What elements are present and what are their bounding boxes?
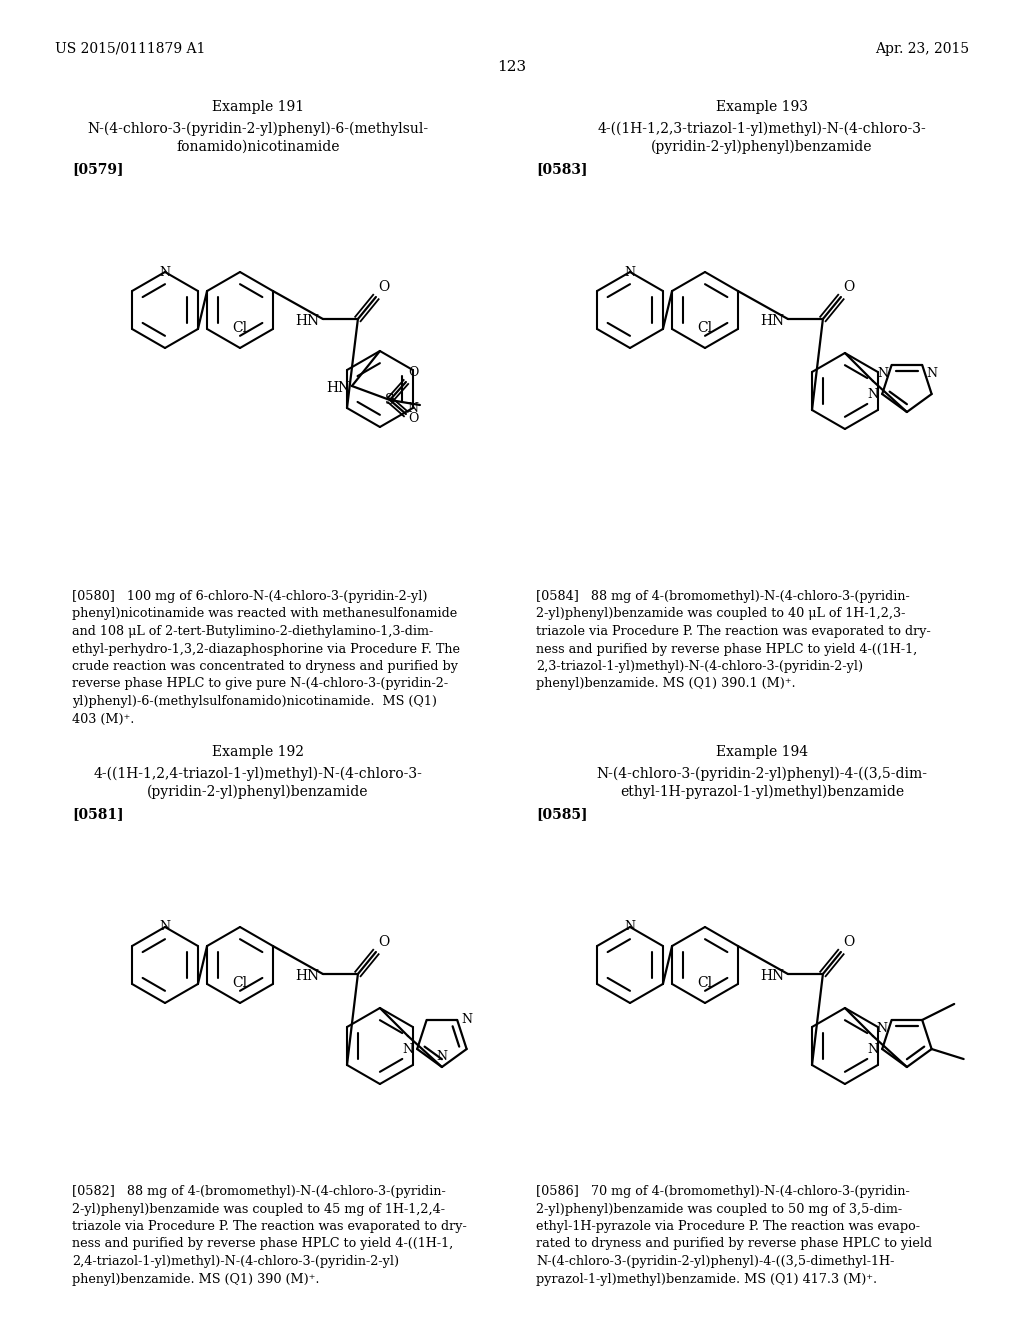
Text: 4-((1H-1,2,4-triazol-1-yl)methyl)-N-(4-chloro-3-: 4-((1H-1,2,4-triazol-1-yl)methyl)-N-(4-c… [93, 767, 423, 781]
Text: O: O [843, 280, 854, 294]
Text: N: N [878, 367, 889, 380]
Text: S: S [385, 393, 394, 407]
Text: [0581]: [0581] [72, 807, 124, 821]
Text: ethyl-1H-pyrazol-1-yl)methyl)benzamide: ethyl-1H-pyrazol-1-yl)methyl)benzamide [620, 785, 904, 800]
Text: N: N [461, 1014, 472, 1027]
Text: Example 191: Example 191 [212, 100, 304, 114]
Text: US 2015/0111879 A1: US 2015/0111879 A1 [55, 42, 206, 55]
Text: N: N [408, 401, 419, 414]
Text: [0579]: [0579] [72, 162, 124, 176]
Text: N-(4-chloro-3-(pyridin-2-yl)phenyl)-6-(methylsul-: N-(4-chloro-3-(pyridin-2-yl)phenyl)-6-(m… [87, 121, 429, 136]
Text: O: O [378, 280, 389, 294]
Text: [0583]: [0583] [536, 162, 588, 176]
Text: Cl: Cl [697, 975, 713, 990]
Text: O: O [378, 935, 389, 949]
Text: N: N [867, 388, 879, 400]
Text: Cl: Cl [232, 321, 248, 335]
Text: [0586]   70 mg of 4-(bromomethyl)-N-(4-chloro-3-(pyridin-
2-yl)phenyl)benzamide : [0586] 70 mg of 4-(bromomethyl)-N-(4-chl… [536, 1185, 932, 1286]
Text: 4-((1H-1,2,3-triazol-1-yl)methyl)-N-(4-chloro-3-: 4-((1H-1,2,3-triazol-1-yl)methyl)-N-(4-c… [598, 121, 927, 136]
Text: N: N [160, 265, 171, 279]
Text: O: O [408, 412, 418, 425]
Text: Cl: Cl [232, 975, 248, 990]
Text: Example 193: Example 193 [716, 100, 808, 114]
Text: N: N [436, 1049, 447, 1063]
Text: 123: 123 [498, 59, 526, 74]
Text: [0584]   88 mg of 4-(bromomethyl)-N-(4-chloro-3-(pyridin-
2-yl)phenyl)benzamide : [0584] 88 mg of 4-(bromomethyl)-N-(4-chl… [536, 590, 931, 690]
Text: Cl: Cl [697, 321, 713, 335]
Text: [0580]   100 mg of 6-chloro-N-(4-chloro-3-(pyridin-2-yl)
phenyl)nicotinamide was: [0580] 100 mg of 6-chloro-N-(4-chloro-3-… [72, 590, 460, 726]
Text: O: O [408, 366, 418, 379]
Text: HN: HN [760, 969, 784, 983]
Text: N: N [877, 1022, 888, 1035]
Text: N: N [926, 367, 937, 380]
Text: [0582]   88 mg of 4-(bromomethyl)-N-(4-chloro-3-(pyridin-
2-yl)phenyl)benzamide : [0582] 88 mg of 4-(bromomethyl)-N-(4-chl… [72, 1185, 467, 1286]
Text: Apr. 23, 2015: Apr. 23, 2015 [874, 42, 969, 55]
Text: [0585]: [0585] [536, 807, 588, 821]
Text: O: O [843, 935, 854, 949]
Text: HN: HN [760, 314, 784, 327]
Text: Example 194: Example 194 [716, 744, 808, 759]
Text: HN: HN [295, 969, 318, 983]
Text: HN: HN [326, 381, 350, 395]
Text: HN: HN [295, 314, 318, 327]
Text: N: N [160, 920, 171, 933]
Text: N: N [402, 1043, 413, 1056]
Text: (pyridin-2-yl)phenyl)benzamide: (pyridin-2-yl)phenyl)benzamide [147, 785, 369, 800]
Text: (pyridin-2-yl)phenyl)benzamide: (pyridin-2-yl)phenyl)benzamide [651, 140, 872, 154]
Text: fonamido)nicotinamide: fonamido)nicotinamide [176, 140, 340, 154]
Text: Example 192: Example 192 [212, 744, 304, 759]
Text: N-(4-chloro-3-(pyridin-2-yl)phenyl)-4-((3,5-dim-: N-(4-chloro-3-(pyridin-2-yl)phenyl)-4-((… [597, 767, 928, 781]
Text: N: N [625, 920, 636, 933]
Text: N: N [867, 1043, 879, 1056]
Text: N: N [625, 265, 636, 279]
